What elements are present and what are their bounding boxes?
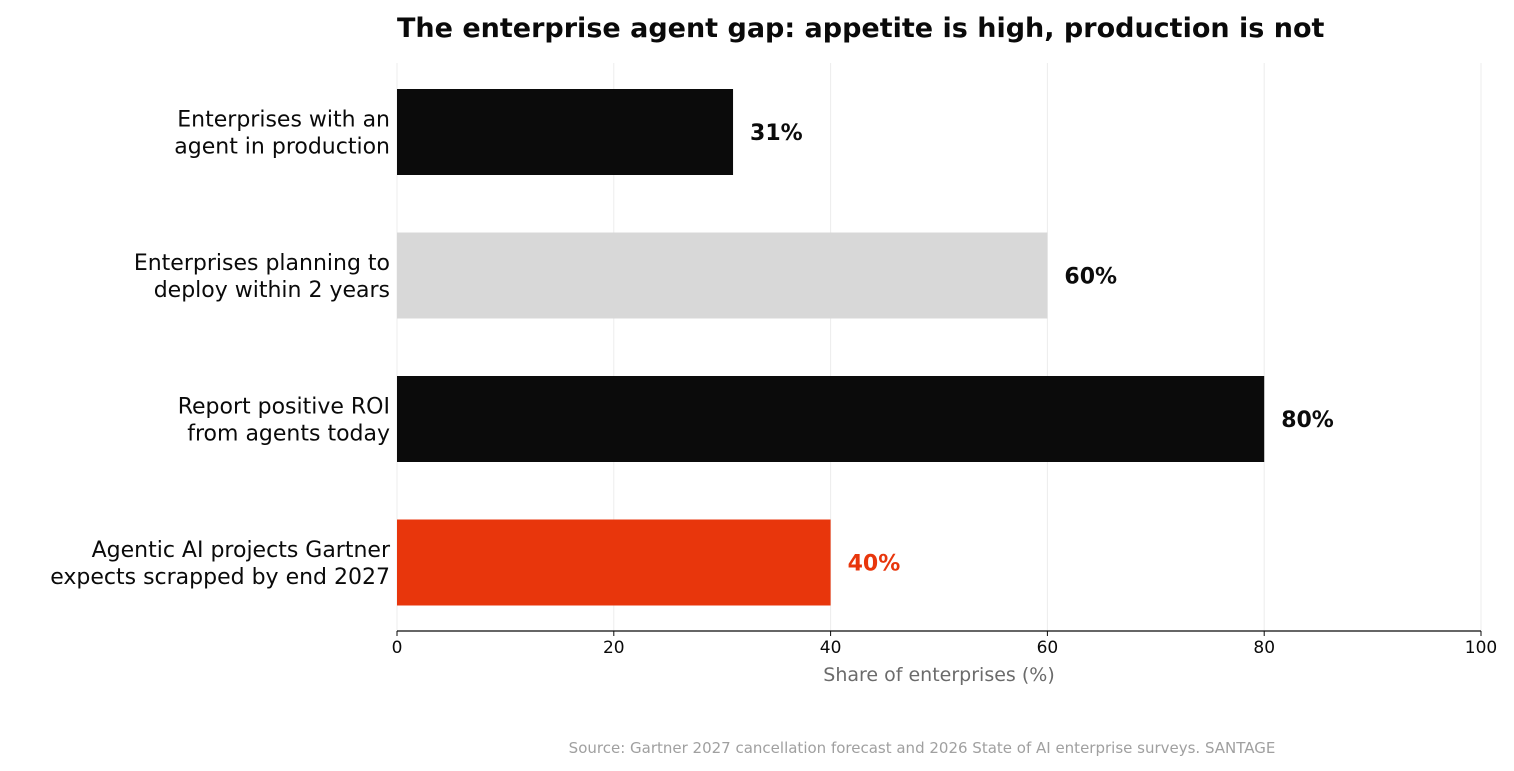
category-label-1-line-0: Enterprises planning to <box>134 251 390 276</box>
bar-3 <box>397 519 831 606</box>
category-label-2: Report positive ROI from agents today <box>178 395 390 447</box>
x-tick-label-2: 40 <box>820 638 842 658</box>
value-label-3: 40% <box>848 552 901 577</box>
category-labels: Enterprises with an agent in productionEn… <box>50 108 391 591</box>
category-label-1: Enterprises planning to deploy within 2 y… <box>134 251 390 303</box>
x-axis-title: Share of enterprises (%) <box>823 664 1054 686</box>
category-label-0-line-1: agent in production <box>174 135 390 160</box>
category-label-0: Enterprises with an agent in production <box>174 108 390 160</box>
category-label-2-line-1: from agents today <box>187 422 390 447</box>
category-label-3-line-1: expects scrapped by end 2027 <box>50 565 390 590</box>
x-tick-label-4: 80 <box>1253 638 1275 658</box>
bar-0 <box>397 89 734 175</box>
value-label-0: 31% <box>750 121 803 146</box>
value-label-2: 80% <box>1281 408 1334 433</box>
bar-1 <box>397 232 1048 319</box>
category-label-2-line-0: Report positive ROI <box>178 395 390 420</box>
category-label-1-line-1: deploy within 2 years <box>154 278 390 303</box>
category-label-3: Agentic AI projects Gartner expects scrap… <box>50 538 391 590</box>
x-tick-label-1: 20 <box>603 638 625 658</box>
x-tick-label-0: 0 <box>392 638 403 658</box>
category-label-3-line-0: Agentic AI projects Gartner <box>92 538 391 563</box>
bar-2 <box>397 376 1265 462</box>
bars <box>397 89 1265 606</box>
x-tick-label-3: 60 <box>1037 638 1059 658</box>
x-tick-label-5: 100 <box>1465 638 1497 658</box>
value-label-1: 60% <box>1064 265 1117 290</box>
value-labels: 31% 60% 80% 40% <box>750 121 1334 577</box>
chart-title: The enterprise agent gap: appetite is hi… <box>397 13 1325 44</box>
category-label-0-line-0: Enterprises with an <box>177 108 390 133</box>
source-note: Source: Gartner 2027 cancellation foreca… <box>569 739 1276 757</box>
x-axis-ticks: 0 20 40 60 80 100 <box>392 631 1497 658</box>
